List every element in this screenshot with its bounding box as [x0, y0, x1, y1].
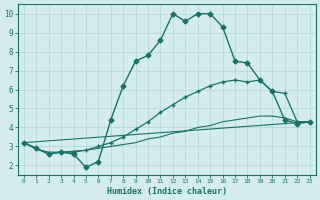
X-axis label: Humidex (Indice chaleur): Humidex (Indice chaleur)	[107, 187, 227, 196]
